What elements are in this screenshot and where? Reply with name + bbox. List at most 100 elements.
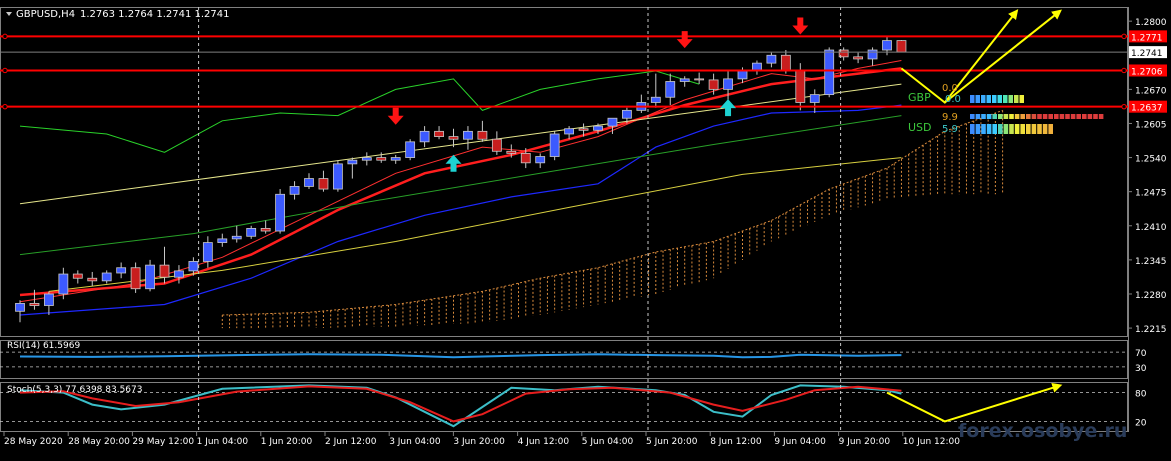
candle-body[interactable] [679,78,690,82]
candle-body[interactable] [780,54,791,72]
candle-body[interactable] [174,270,184,278]
candle-body[interactable] [882,40,892,51]
candle-body[interactable] [708,79,719,90]
candle-body[interactable] [766,54,777,64]
level-handle[interactable] [2,67,8,74]
candle-body[interactable] [549,133,560,157]
current-price-label: 1.2741 [1131,49,1163,59]
price-tick-label: 1.2605 [1135,120,1167,130]
candle-body[interactable] [44,293,54,306]
candle-body[interactable] [491,138,502,152]
candle-body[interactable] [419,130,430,143]
candle-body[interactable] [87,277,98,282]
level-price-box [1129,64,1167,77]
strength-cell [1014,95,1019,103]
candle-body[interactable] [130,267,141,290]
main-pane-frame [0,7,1128,337]
gbp-label: GBP [908,91,931,104]
buy-arrow-icon [720,99,737,117]
candle-body[interactable] [448,136,459,140]
level-handle[interactable] [2,33,8,40]
candle-body[interactable] [824,49,835,96]
candle-body[interactable] [202,242,213,262]
stoch-pane[interactable] [0,384,1128,428]
candle-body[interactable] [622,109,632,119]
candle-body[interactable] [867,49,878,60]
chevron-down-icon[interactable] [6,12,12,16]
candle-body[interactable] [838,49,849,58]
candle-body[interactable] [332,163,343,190]
candle-body[interactable] [737,70,748,80]
overlays [387,9,1063,423]
time-tick-label: 3 Jun 04:00 [389,437,441,447]
candle-body[interactable] [853,56,863,60]
time-tick-label: 10 Jun 12:00 [903,437,960,447]
candle-body[interactable] [650,96,661,103]
candle-body[interactable] [477,130,488,140]
strength-cell [998,114,1003,119]
candle-body[interactable] [376,157,387,161]
strength-cell [1020,114,1025,119]
candle-body[interactable] [809,94,820,103]
usd-label: USD [908,121,932,134]
candle-body[interactable] [564,128,574,135]
candle-body[interactable] [72,273,83,279]
level-handle[interactable] [1121,67,1127,74]
candle-body[interactable] [116,267,127,274]
main-pane[interactable] [15,36,1004,329]
candle-body[interactable] [159,264,170,278]
forecast-arrow [944,9,1062,104]
stoch-forecast-arrow [886,383,1063,423]
candle-body[interactable] [275,193,286,232]
rsi-label: RSI(14) 61.5969 [7,341,80,351]
price-tick-label: 1.2670 [1135,86,1167,96]
candle-body[interactable] [101,272,112,282]
candle-body[interactable] [896,40,907,53]
strength-cell [981,124,986,134]
candle-body[interactable] [578,128,589,131]
candle-body[interactable] [390,157,401,161]
candle-body[interactable] [304,178,314,187]
candle-body[interactable] [607,117,618,127]
strength-cell [1003,114,1009,119]
candle-body[interactable] [58,273,69,295]
symbol-label: GBPUSD,H4 [16,9,75,20]
moving-average-5 [19,115,902,256]
level-handle[interactable] [2,103,8,110]
candle-body[interactable] [15,303,25,312]
candle-body[interactable] [361,157,372,161]
candle-body[interactable] [145,264,155,290]
strength-cell [1042,114,1048,119]
level-handle[interactable] [1121,103,1127,110]
rsi-pane[interactable] [0,351,1128,368]
candle-body[interactable] [723,78,733,90]
buy-arrow-icon [445,154,462,172]
candle-body[interactable] [463,130,473,140]
strength-cell [1098,114,1104,119]
candle-body[interactable] [188,261,199,272]
candle-body[interactable] [665,81,676,98]
candle-body[interactable] [795,70,806,103]
candle-body[interactable] [405,141,416,158]
stoch-k-line [19,384,902,428]
candle-body[interactable] [535,156,546,164]
level-handle[interactable] [1121,33,1127,40]
forecast-arrow [900,9,1019,104]
candle-body[interactable] [347,159,358,165]
candle-body[interactable] [434,130,444,137]
candle-body[interactable] [593,125,603,131]
candle-body[interactable] [231,235,242,240]
candle-body[interactable] [260,227,271,232]
candle-body[interactable] [318,178,329,190]
candle-body[interactable] [246,227,257,237]
candle-body[interactable] [694,78,705,81]
candle-body[interactable] [506,150,517,154]
rsi-level-label: 70 [1135,349,1147,359]
candle-body[interactable] [29,303,40,306]
candle-body[interactable] [289,186,300,195]
candle-body[interactable] [217,238,228,243]
sell-arrow-icon [792,17,809,35]
candle-body[interactable] [520,152,531,164]
